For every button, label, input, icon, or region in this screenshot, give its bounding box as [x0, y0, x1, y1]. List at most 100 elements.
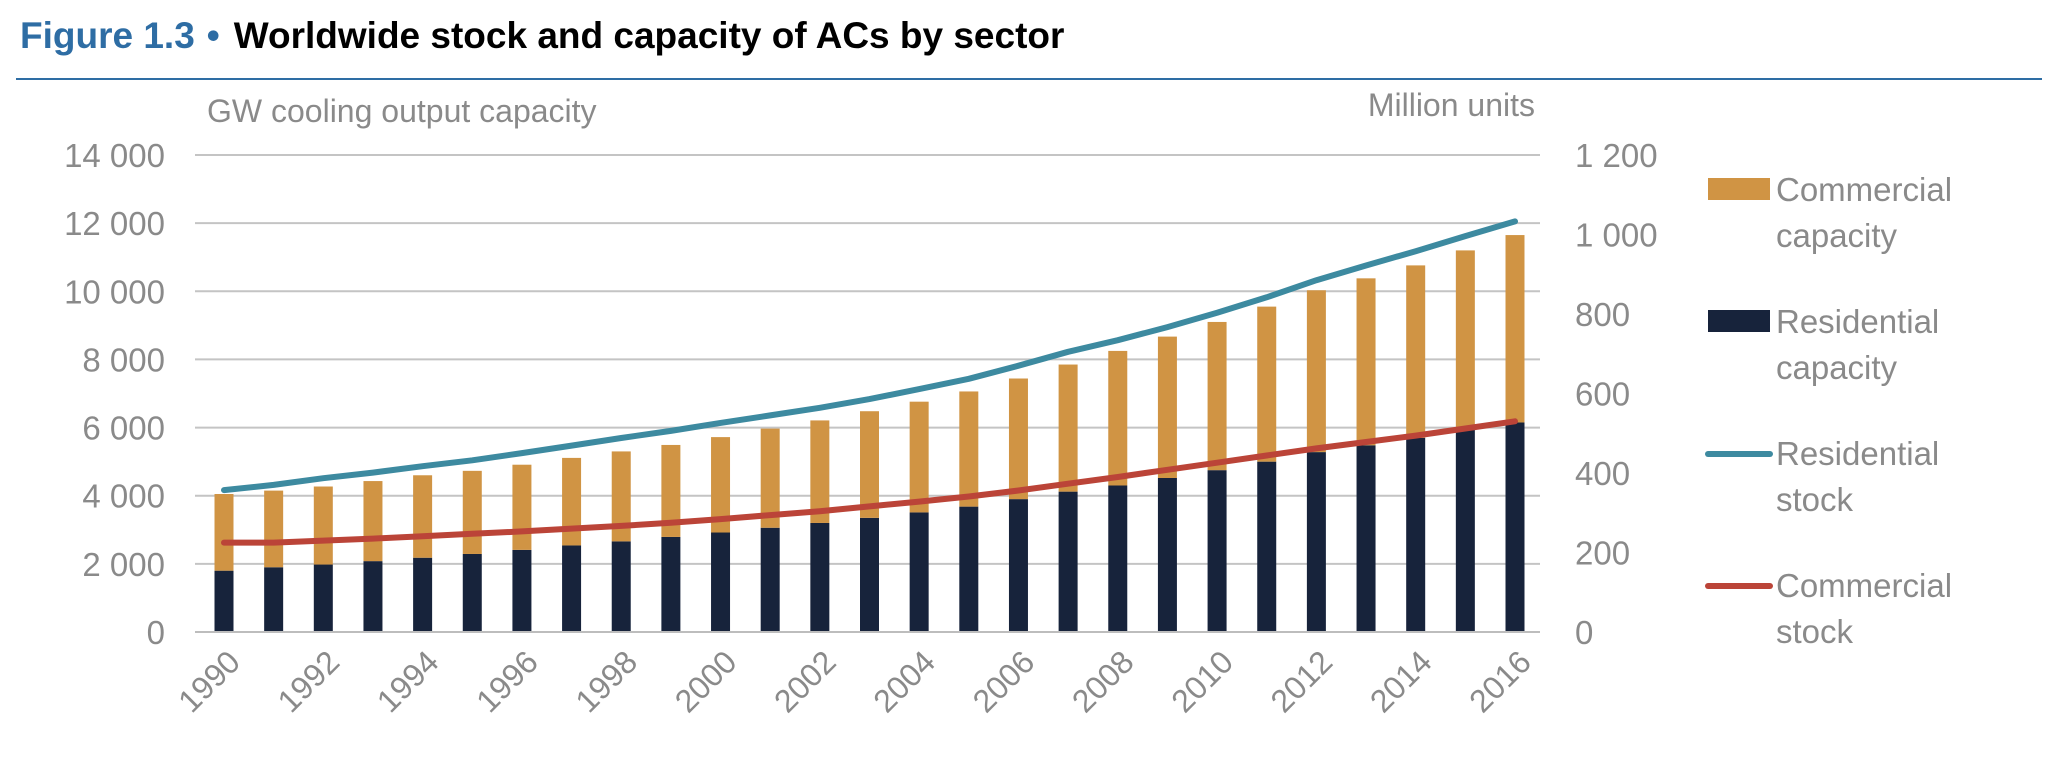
bar-commercial-capacity — [711, 437, 731, 533]
bar-residential-capacity — [1406, 437, 1426, 632]
bar-residential-capacity — [1157, 477, 1177, 632]
legend-label: stock — [1776, 481, 1854, 518]
bar-residential-capacity — [1008, 499, 1028, 632]
bar-commercial-capacity — [909, 401, 929, 513]
left-tick-label: 12 000 — [64, 205, 165, 242]
bar-commercial-capacity — [313, 486, 333, 565]
right-axis-title: Million units — [1368, 87, 1535, 123]
right-tick-label: 600 — [1575, 376, 1630, 413]
legend-label: Commercial — [1776, 171, 1952, 208]
left-tick-label: 10 000 — [64, 273, 165, 310]
bar-residential-capacity — [1207, 470, 1227, 632]
bar-residential-capacity — [661, 536, 681, 632]
bar-commercial-capacity — [661, 444, 681, 537]
right-tick-label: 800 — [1575, 296, 1630, 333]
bar-commercial-capacity — [959, 391, 979, 507]
bar-residential-capacity — [860, 517, 879, 632]
x-tick-label: 1996 — [469, 643, 545, 719]
bar-residential-capacity — [313, 564, 333, 632]
left-tick-label: 14 000 — [64, 137, 165, 174]
right-tick-label: 1 000 — [1575, 217, 1658, 254]
bar-commercial-capacity — [860, 411, 879, 518]
bar-commercial-capacity — [1306, 290, 1326, 453]
figure-label: Figure 1.3 — [20, 15, 195, 56]
bar-residential-capacity — [413, 557, 433, 632]
bar-commercial-capacity — [760, 428, 780, 528]
legend-label: stock — [1776, 613, 1854, 650]
left-tick-label: 4 000 — [82, 478, 165, 515]
bar-commercial-capacity — [363, 481, 383, 562]
figure-bullet: • — [206, 15, 220, 56]
bar-commercial-capacity — [1108, 350, 1128, 486]
bar-commercial-capacity — [1157, 336, 1177, 478]
legend-swatch — [1708, 310, 1770, 332]
lines — [221, 218, 1518, 546]
left-tick-label: 0 — [147, 614, 165, 651]
x-tick-label: 2002 — [767, 643, 843, 719]
x-tick-label: 2000 — [668, 643, 744, 719]
x-tick-label: 2008 — [1065, 643, 1141, 719]
left-tick-label: 8 000 — [82, 341, 165, 378]
legend: Commercial capacity Residential capacity Res… — [1705, 171, 1952, 650]
bar-residential-capacity — [909, 512, 929, 632]
bar-commercial-capacity — [512, 464, 532, 550]
bar-commercial-capacity — [1207, 321, 1227, 471]
legend-label: capacity — [1776, 217, 1898, 254]
commercial-stock-line — [221, 418, 1518, 546]
legend-label: capacity — [1776, 349, 1898, 386]
bar-residential-capacity — [1455, 429, 1475, 632]
bar-residential-capacity — [611, 541, 631, 632]
bar-commercial-capacity — [1356, 278, 1376, 446]
x-tick-label: 2006 — [966, 643, 1042, 719]
bar-residential-capacity — [1108, 485, 1128, 632]
bar-residential-capacity — [810, 522, 830, 632]
right-tick-label: 1 200 — [1575, 137, 1658, 174]
legend-label: Residential — [1776, 303, 1939, 340]
figure-title: Worldwide stock and capacity of ACs by s… — [233, 15, 1065, 56]
x-tick-label: 1992 — [270, 643, 346, 719]
bar-residential-capacity — [214, 570, 234, 632]
bar-commercial-capacity — [214, 494, 234, 571]
bar-commercial-capacity — [1008, 378, 1028, 500]
x-tick-label: 2016 — [1462, 643, 1538, 719]
bar-commercial-capacity — [413, 475, 433, 558]
bar-commercial-capacity — [810, 420, 830, 523]
right-tick-label: 400 — [1575, 455, 1630, 492]
bar-commercial-capacity — [462, 470, 482, 554]
residential-stock-line — [221, 218, 1518, 494]
bar-residential-capacity — [264, 567, 284, 632]
legend-swatch — [1708, 178, 1770, 200]
bar-commercial-capacity — [562, 457, 582, 546]
bar-residential-capacity — [1058, 491, 1078, 632]
header-rule — [16, 78, 2042, 80]
left-tick-label: 6 000 — [82, 410, 165, 447]
bar-commercial-capacity — [264, 490, 284, 568]
bar-residential-capacity — [711, 532, 731, 632]
right-tick-label: 200 — [1575, 535, 1630, 572]
bar-commercial-capacity — [1058, 364, 1078, 492]
figure-header: Figure 1.3 • Worldwide stock and capacit… — [20, 8, 1064, 64]
left-tick-label: 2 000 — [82, 546, 165, 583]
x-tick-label: 1990 — [171, 643, 247, 719]
legend-label: Residential — [1776, 435, 1939, 472]
x-tick-label: 2014 — [1363, 643, 1439, 719]
bar-residential-capacity — [1505, 422, 1525, 632]
bar-residential-capacity — [959, 506, 979, 632]
x-tick-label: 2010 — [1164, 643, 1240, 719]
left-axis-title: GW cooling output capacity — [207, 93, 597, 129]
bar-residential-capacity — [462, 553, 482, 632]
bar-residential-capacity — [760, 527, 780, 632]
x-tick-label: 1998 — [568, 643, 644, 719]
right-tick-label: 0 — [1575, 614, 1593, 651]
bar-residential-capacity — [512, 549, 532, 632]
bar-residential-capacity — [1257, 461, 1277, 632]
bar-commercial-capacity — [1455, 250, 1475, 430]
bar-residential-capacity — [1306, 452, 1326, 632]
bars — [214, 235, 1525, 632]
bar-commercial-capacity — [1505, 235, 1525, 423]
legend-label: Commercial — [1776, 567, 1952, 604]
x-tick-label: 2004 — [866, 643, 942, 719]
x-tick-label: 1994 — [370, 643, 446, 719]
bar-residential-capacity — [1356, 445, 1376, 632]
